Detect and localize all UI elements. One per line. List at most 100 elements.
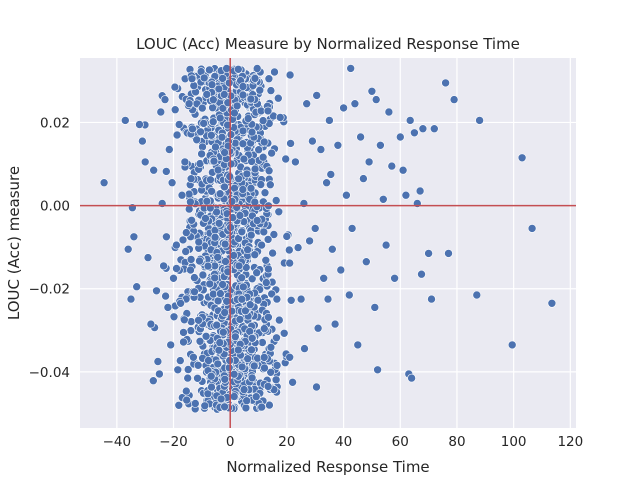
x-tick-label: 40 <box>335 434 352 450</box>
data-point <box>169 312 179 322</box>
data-point <box>149 165 158 175</box>
data-point <box>201 214 210 223</box>
data-point <box>257 402 267 412</box>
y-ticks: −0.04 −0.02 0.00 0.02 <box>29 115 70 380</box>
data-point <box>135 120 144 129</box>
data-point <box>229 392 239 401</box>
data-point <box>247 373 257 383</box>
data-point <box>227 306 237 316</box>
chart-title: LOUC (Acc) Measure by Normalized Respons… <box>136 35 520 53</box>
data-point <box>162 232 171 242</box>
data-point <box>191 399 200 408</box>
data-point <box>346 64 356 73</box>
y-tick-label: 0.02 <box>40 115 70 131</box>
data-point <box>472 290 482 300</box>
data-point <box>152 286 161 296</box>
data-point <box>235 315 245 324</box>
data-point <box>288 377 297 387</box>
data-point <box>246 94 256 104</box>
data-point <box>264 264 273 274</box>
data-point <box>327 244 337 254</box>
data-point <box>237 294 247 304</box>
data-point <box>258 116 268 125</box>
x-ticks: −40 −20 0 20 40 60 80 100 120 <box>103 434 584 450</box>
data-point <box>226 159 236 169</box>
data-point <box>353 340 363 350</box>
data-point <box>209 156 219 166</box>
data-point <box>367 87 377 96</box>
data-point <box>213 359 223 369</box>
data-point <box>238 139 248 148</box>
data-point <box>186 197 195 207</box>
data-point <box>269 230 279 239</box>
data-point <box>407 373 416 383</box>
data-point <box>206 175 215 185</box>
data-point <box>231 332 240 342</box>
data-point <box>186 326 196 335</box>
y-axis-label: LOUC (Acc) measure <box>5 166 23 320</box>
data-point <box>241 306 250 316</box>
data-point <box>282 232 292 241</box>
data-point <box>265 180 275 189</box>
data-point <box>350 99 360 108</box>
data-point <box>249 361 259 371</box>
data-point <box>247 274 257 284</box>
data-point <box>156 107 166 117</box>
data-point <box>213 296 223 306</box>
data-point <box>222 64 231 73</box>
data-point <box>242 169 252 179</box>
data-point <box>207 187 216 196</box>
data-point <box>214 84 224 94</box>
data-point <box>217 132 227 142</box>
data-point <box>339 103 348 113</box>
data-point <box>250 250 260 259</box>
data-point <box>234 65 243 74</box>
data-point <box>305 236 314 246</box>
data-point <box>373 365 382 375</box>
data-point <box>201 331 211 341</box>
data-point <box>238 126 248 136</box>
data-point <box>155 369 164 379</box>
data-point <box>205 65 214 75</box>
data-point <box>186 255 196 264</box>
data-point <box>384 107 394 117</box>
data-point <box>347 224 357 233</box>
data-point <box>359 174 368 183</box>
x-tick-label: 80 <box>448 434 465 450</box>
data-point <box>129 232 139 242</box>
data-point <box>271 375 281 385</box>
data-point <box>415 186 425 196</box>
data-point <box>215 113 225 123</box>
data-point <box>387 161 397 171</box>
data-point <box>370 303 380 312</box>
data-point <box>202 90 212 99</box>
data-point <box>263 235 273 244</box>
data-point <box>266 367 276 377</box>
data-point <box>255 85 265 95</box>
data-point <box>356 132 365 142</box>
data-point <box>227 197 237 206</box>
data-point <box>238 82 248 91</box>
data-point <box>266 86 276 95</box>
data-point <box>220 374 230 384</box>
data-point <box>285 352 295 362</box>
data-point <box>138 136 147 146</box>
data-point <box>381 240 391 250</box>
data-point <box>312 382 321 392</box>
data-point <box>267 289 277 299</box>
data-point <box>241 403 251 413</box>
data-point <box>182 386 191 396</box>
data-point <box>189 352 198 362</box>
data-point <box>312 91 322 100</box>
data-point <box>285 258 295 268</box>
data-point <box>261 278 271 287</box>
data-point <box>213 252 222 262</box>
x-axis-label: Normalized Response Time <box>226 458 429 476</box>
data-point <box>193 373 202 383</box>
data-point <box>238 90 248 100</box>
data-point <box>174 400 184 410</box>
data-point <box>258 338 267 347</box>
data-point <box>205 279 215 289</box>
data-point <box>99 178 109 187</box>
